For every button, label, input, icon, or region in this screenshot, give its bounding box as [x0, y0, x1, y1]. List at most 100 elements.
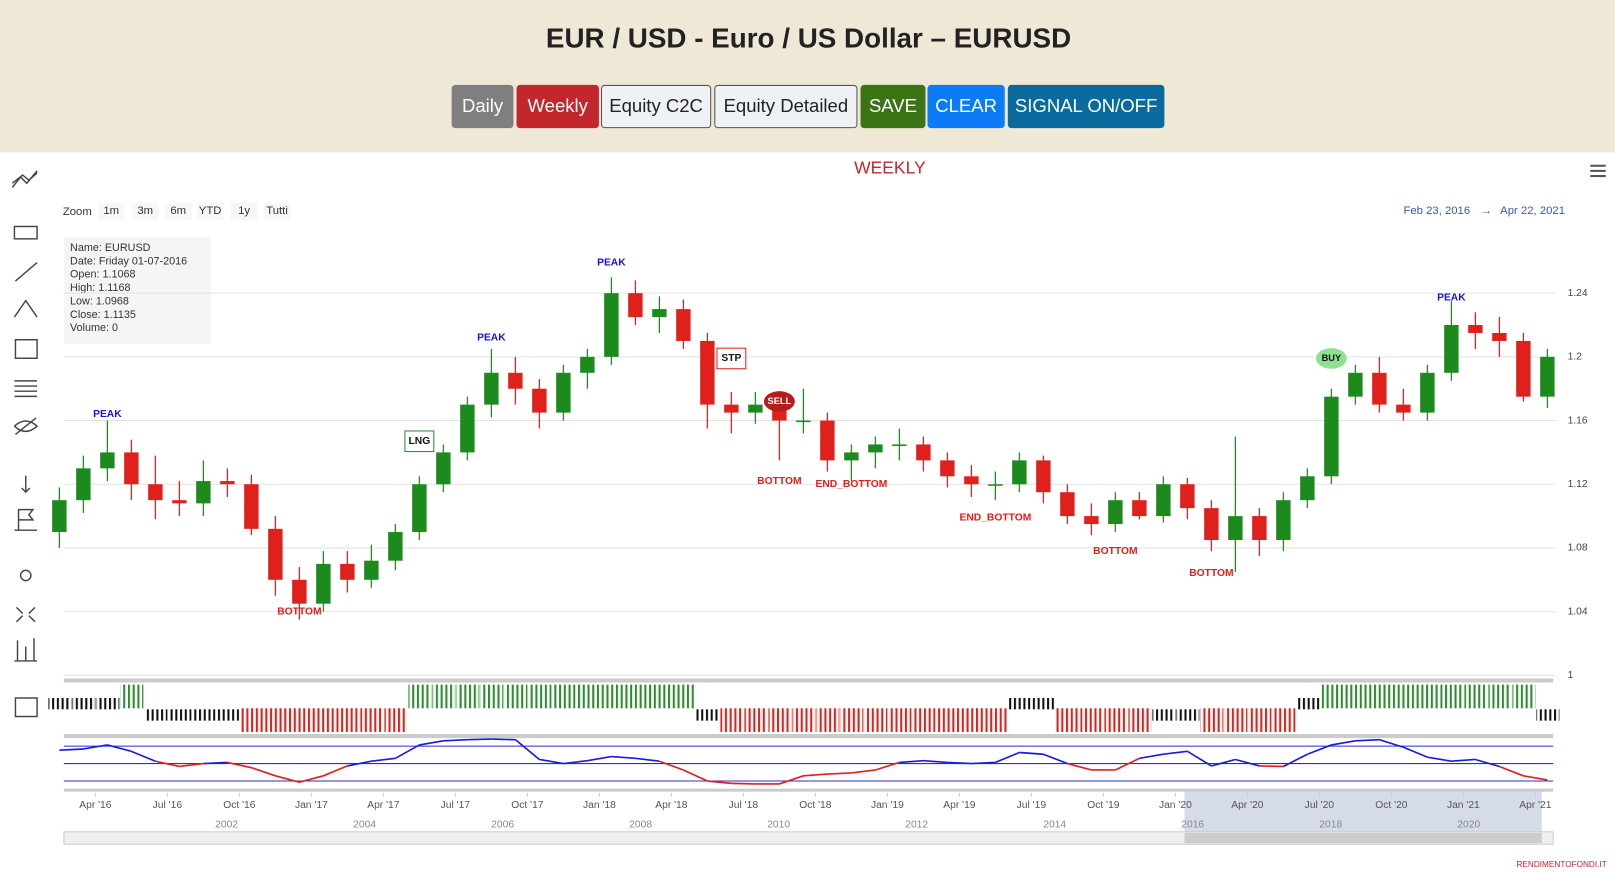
scrollbar[interactable] — [63, 831, 1554, 845]
zoom-button-label[interactable]: 6m — [170, 205, 186, 217]
oscillator-segment — [1163, 750, 1188, 756]
tool-icon[interactable] — [11, 170, 38, 188]
candle-body — [316, 563, 331, 604]
candle-body — [292, 579, 307, 604]
signal-bar — [1368, 684, 1392, 709]
range-from[interactable]: Feb 23, 2016 — [1403, 205, 1470, 217]
scrollbar-thumb[interactable] — [1184, 832, 1542, 844]
tool-icon[interactable] — [15, 606, 36, 623]
zoom-button-label[interactable]: 1m — [103, 205, 119, 217]
candle-body — [268, 528, 283, 580]
button-label[interactable]: Daily — [462, 95, 504, 116]
navigator-label: 2020 — [1457, 819, 1480, 830]
oscillator-segment — [299, 775, 324, 784]
zoom-button-label[interactable]: 1y — [238, 205, 250, 217]
tool-icon[interactable] — [14, 261, 38, 282]
oscillator-segment — [275, 775, 300, 784]
oscillator-segment — [1427, 756, 1452, 763]
zoom-button[interactable] — [230, 202, 258, 221]
button[interactable] — [600, 84, 712, 129]
oscillator-segment — [827, 772, 852, 775]
page-title: EUR / USD - Euro / US Dollar – EURUSD — [546, 22, 1071, 53]
candle-body — [436, 452, 451, 485]
button[interactable] — [860, 84, 926, 129]
annotation-box-label: STP — [721, 353, 741, 364]
signal-bar — [600, 684, 624, 709]
button-label[interactable]: Weekly — [528, 95, 589, 116]
tool-icon[interactable] — [14, 638, 38, 662]
signal-bar — [816, 708, 840, 732]
button[interactable] — [451, 84, 514, 129]
signal-bar — [1464, 684, 1488, 709]
button-label[interactable]: SIGNAL ON/OFF — [1015, 95, 1157, 116]
navigator-label: 2018 — [1319, 819, 1342, 830]
zoom-button[interactable] — [263, 202, 291, 221]
candle-body — [724, 404, 739, 413]
tool-icon[interactable] — [14, 508, 38, 531]
zoom-button[interactable] — [164, 202, 192, 221]
zoom-button-label[interactable]: YTD — [199, 205, 222, 217]
oscillator-segment — [491, 738, 516, 741]
button-label[interactable]: CLEAR — [935, 95, 997, 116]
navigator-selection[interactable] — [1184, 790, 1542, 832]
tool-icon[interactable] — [13, 225, 38, 240]
button-label[interactable]: Equity Detailed — [724, 95, 849, 116]
signal-bar — [840, 708, 864, 732]
info-box — [63, 236, 212, 344]
zoom-button-label[interactable]: Tutti — [266, 205, 288, 217]
navigator-label: 2016 — [1181, 819, 1204, 830]
signal-bar — [120, 684, 144, 709]
menu-icon[interactable] — [1590, 164, 1606, 178]
signal-bar — [888, 708, 912, 732]
candle-body — [1324, 396, 1339, 477]
button[interactable] — [516, 84, 599, 129]
signal-bar — [1344, 684, 1368, 709]
candle-body — [844, 452, 859, 461]
button[interactable] — [714, 84, 858, 129]
tool-icon[interactable] — [13, 417, 39, 436]
signal-bar — [1536, 709, 1560, 721]
button-label[interactable]: Equity C2C — [609, 95, 703, 116]
candle-body — [244, 484, 259, 529]
candle-body — [1492, 332, 1507, 341]
oscillator-segment — [899, 759, 924, 764]
tool-icon[interactable] — [13, 299, 38, 318]
zoom-button-label[interactable]: 3m — [137, 205, 153, 217]
tool-icon[interactable] — [21, 475, 31, 494]
oscillator-segment — [539, 758, 564, 765]
tool-icon[interactable] — [14, 339, 38, 359]
signal-bar — [720, 708, 744, 732]
button[interactable] — [927, 84, 1005, 129]
candle-body — [556, 372, 571, 413]
candle-body — [76, 468, 91, 501]
x-tick-label: Jul '17 — [441, 800, 471, 811]
oscillator-segment — [947, 761, 972, 765]
range-to[interactable]: Apr 22, 2021 — [1500, 205, 1565, 217]
x-tick-label: Oct '17 — [511, 800, 544, 811]
signal-bar — [768, 708, 792, 732]
oscillator-segment — [1475, 758, 1500, 768]
tool-icon[interactable] — [19, 569, 32, 582]
signal-bar — [864, 708, 888, 732]
oscillator-segment — [779, 775, 804, 785]
signal-bar — [1272, 708, 1296, 732]
oscillator-segment — [563, 759, 588, 765]
annotation-bottom: END_BOTTOM — [959, 512, 1031, 523]
zoom-button[interactable] — [196, 202, 224, 221]
zoom-button[interactable] — [131, 202, 159, 221]
x-tick-label: Jan '19 — [871, 800, 904, 811]
signal-bar — [1224, 708, 1248, 732]
signal-bar — [672, 684, 696, 709]
candle-body — [796, 420, 811, 423]
zoom-button[interactable] — [97, 202, 125, 221]
button-label[interactable]: SAVE — [869, 95, 917, 116]
navigator-label: 2008 — [629, 819, 652, 830]
candle-body — [124, 452, 139, 485]
tool-icon[interactable] — [14, 697, 38, 718]
annotation-badge-label: SELL — [768, 396, 792, 406]
tool-icon[interactable] — [14, 380, 38, 398]
y-tick-label: 1.04 — [1568, 606, 1588, 617]
button[interactable] — [1007, 84, 1165, 129]
signal-bar — [792, 708, 816, 732]
oscillator-segment — [659, 760, 684, 771]
